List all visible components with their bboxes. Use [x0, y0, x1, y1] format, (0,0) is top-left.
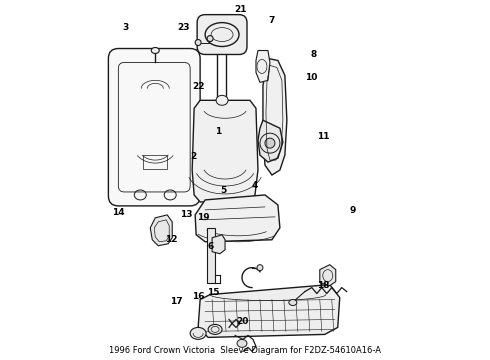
Polygon shape	[320, 265, 336, 285]
Polygon shape	[150, 215, 172, 246]
Ellipse shape	[151, 48, 159, 54]
Text: 11: 11	[317, 132, 329, 141]
Text: 21: 21	[234, 5, 246, 14]
Polygon shape	[258, 120, 283, 162]
Ellipse shape	[237, 339, 247, 347]
Bar	[207, 228, 215, 283]
Bar	[143, 155, 167, 169]
Ellipse shape	[190, 328, 206, 339]
Text: 18: 18	[317, 281, 329, 290]
Ellipse shape	[195, 40, 201, 45]
Text: 3: 3	[122, 23, 128, 32]
FancyBboxPatch shape	[197, 15, 247, 54]
FancyBboxPatch shape	[108, 49, 200, 206]
Ellipse shape	[208, 324, 222, 334]
Text: 15: 15	[207, 288, 220, 297]
Polygon shape	[212, 235, 225, 254]
Text: 16: 16	[193, 292, 205, 301]
Text: 22: 22	[193, 82, 205, 91]
Text: 19: 19	[197, 213, 210, 222]
Text: 13: 13	[180, 210, 193, 219]
Text: 17: 17	[171, 297, 183, 306]
Text: 2: 2	[191, 152, 197, 161]
Ellipse shape	[207, 36, 213, 41]
Text: 12: 12	[166, 235, 178, 244]
Text: 20: 20	[236, 317, 249, 326]
Polygon shape	[192, 100, 258, 202]
Ellipse shape	[164, 190, 176, 200]
Polygon shape	[263, 58, 287, 175]
Text: 4: 4	[251, 181, 258, 190]
Polygon shape	[195, 195, 280, 242]
Text: 14: 14	[112, 208, 124, 217]
Ellipse shape	[257, 265, 263, 271]
Text: 23: 23	[178, 23, 190, 32]
Text: 9: 9	[349, 206, 356, 215]
Text: 6: 6	[208, 242, 214, 251]
Text: 5: 5	[220, 186, 226, 195]
Text: 7: 7	[269, 16, 275, 25]
Text: 1: 1	[215, 127, 221, 136]
Text: 8: 8	[310, 50, 317, 59]
Text: 1996 Ford Crown Victoria  Sleeve Diagram for F2DZ-54610A16-A: 1996 Ford Crown Victoria Sleeve Diagram …	[109, 346, 381, 355]
Ellipse shape	[265, 138, 275, 148]
Ellipse shape	[289, 300, 297, 306]
Text: 10: 10	[305, 73, 317, 82]
Polygon shape	[198, 285, 340, 337]
Ellipse shape	[216, 95, 228, 105]
Ellipse shape	[205, 23, 239, 46]
Ellipse shape	[134, 190, 147, 200]
Polygon shape	[256, 50, 270, 82]
